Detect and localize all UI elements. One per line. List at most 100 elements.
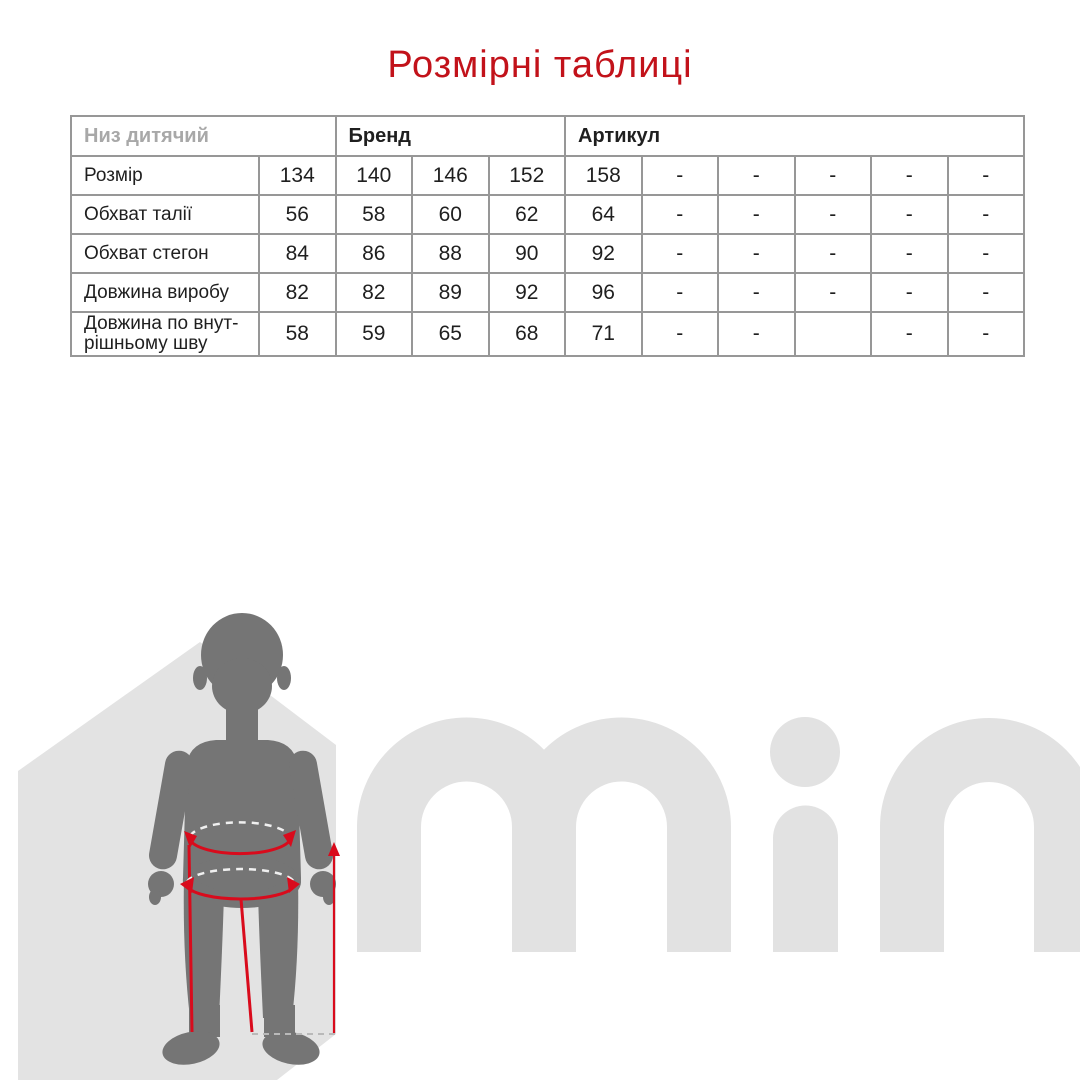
header-brand: Бренд — [334, 115, 567, 157]
silhouette-foot-right — [262, 1031, 320, 1065]
watermark-letter-n — [880, 718, 1080, 952]
silhouette-neck — [226, 698, 258, 748]
value-cell: - — [640, 233, 720, 274]
silhouette-leg-left — [183, 876, 224, 1018]
value-cell: - — [640, 311, 720, 357]
value-cell: - — [946, 155, 1026, 196]
row-label: Розмір — [70, 155, 260, 196]
row-label: Обхват стегон — [70, 233, 260, 274]
value-cell: 90 — [487, 233, 567, 274]
header-category: Низ дитячий — [70, 115, 337, 157]
value-cell: 88 — [411, 233, 490, 274]
measurement-annotations — [180, 821, 340, 1035]
hips-measurement-ellipse — [180, 867, 300, 901]
value-cell: - — [640, 194, 720, 235]
value-cell: 140 — [334, 155, 413, 196]
silhouette-arm-right — [289, 750, 333, 870]
watermark-letter-i-top — [773, 805, 838, 871]
value-cell: 96 — [564, 272, 643, 313]
row-label: Довжина виробу — [70, 272, 260, 313]
value-cell: - — [870, 194, 949, 235]
value-cell: - — [946, 311, 1026, 357]
value-cell: - — [717, 311, 796, 357]
value-cell: 59 — [334, 311, 413, 357]
value-cell: 84 — [258, 233, 337, 274]
silhouette-ankle-right — [264, 1005, 295, 1037]
silhouette-hand-left — [148, 871, 174, 897]
value-cell: - — [640, 155, 720, 196]
silhouette-hand-right — [310, 871, 336, 897]
value-cell: - — [717, 194, 796, 235]
value-cell: 134 — [258, 155, 337, 196]
watermark-letter-i-dot — [770, 717, 840, 787]
value-cell: - — [870, 311, 949, 357]
value-cell: 152 — [487, 155, 567, 196]
row-label: Обхват талії — [70, 194, 260, 235]
value-cell: 92 — [564, 233, 643, 274]
value-cell: - — [870, 272, 949, 313]
value-cell: 58 — [258, 311, 337, 357]
height-measure-line — [328, 842, 340, 1033]
background-shape — [18, 642, 336, 1080]
silhouette-foot-left — [162, 1031, 220, 1065]
row-label: Довжина по внут- рішньому шву — [70, 311, 260, 357]
outseam-length-line — [187, 844, 194, 1033]
silhouette-torso — [182, 740, 302, 906]
value-cell: 58 — [334, 194, 413, 235]
silhouette-ankle-left — [189, 1005, 220, 1037]
waist-arrow-left — [184, 831, 197, 848]
silhouette-head — [201, 613, 283, 697]
value-cell: 158 — [564, 155, 643, 196]
value-cell: 68 — [487, 311, 567, 357]
value-cell: 56 — [258, 194, 337, 235]
child-silhouette — [148, 613, 336, 1065]
value-cell: 62 — [487, 194, 567, 235]
value-cell: 82 — [258, 272, 337, 313]
value-cell: - — [793, 155, 873, 196]
value-cell: - — [717, 272, 796, 313]
value-cell: - — [793, 272, 873, 313]
value-cell: - — [793, 194, 873, 235]
value-cell: - — [946, 233, 1026, 274]
value-cell: 146 — [411, 155, 490, 196]
table-header-row: Низ дитячий Бренд Артикул — [70, 115, 1026, 157]
silhouette-leg-right — [258, 876, 299, 1018]
value-cell: - — [793, 233, 873, 274]
value-cell: - — [870, 233, 949, 274]
watermark — [357, 717, 1080, 952]
value-cell: - — [717, 155, 796, 196]
value-cell: 71 — [564, 311, 643, 357]
silhouette-arm-left — [149, 750, 193, 870]
table-row: Обхват стегон 84 86 88 90 92- - - - - — [70, 233, 1026, 274]
table-row: Довжина по внут- рішньому шву 58 59 65 68 71-… — [70, 311, 1026, 357]
silhouette-ear-right — [277, 666, 291, 690]
silhouette-hand-right-finger — [323, 889, 335, 905]
value-cell: - — [946, 272, 1026, 313]
silhouette-ear-left — [193, 666, 207, 690]
value-cell: 60 — [411, 194, 490, 235]
hips-arc-back-dashed — [185, 867, 296, 883]
watermark-letter-m — [357, 717, 731, 952]
table-row: Довжина виробу 82 82 89 92 96- - - - - — [70, 272, 1026, 313]
value-cell: - — [640, 272, 720, 313]
size-table-body: Розмір 134 140 146 152 158- - - - - Обхват талії 56… — [70, 155, 1026, 357]
waist-arc-back-dashed — [188, 821, 292, 837]
page-title: Розмірні таблиці — [387, 44, 693, 86]
table-row: Обхват талії 56 58 60 62 64- - - - - — [70, 194, 1026, 235]
hips-arc-front — [185, 885, 296, 901]
silhouette-face — [212, 658, 272, 714]
value-cell: 65 — [411, 311, 490, 357]
value-cell: 89 — [411, 272, 490, 313]
value-cell: 82 — [334, 272, 413, 313]
waist-arc-front — [188, 839, 292, 856]
hips-arrow-right — [287, 877, 300, 893]
size-table: Низ дитячий Бренд Артикул Розмір 134 140 14… — [70, 115, 1026, 357]
value-cell: - — [717, 233, 796, 274]
value-cell: 64 — [564, 194, 643, 235]
waist-arrow-right — [283, 830, 296, 847]
table-row: Розмір 134 140 146 152 158- - - - - — [70, 155, 1026, 196]
inseam-length-line — [239, 898, 254, 1033]
silhouette-hips — [183, 856, 301, 908]
header-article: Артикул — [564, 115, 1026, 157]
